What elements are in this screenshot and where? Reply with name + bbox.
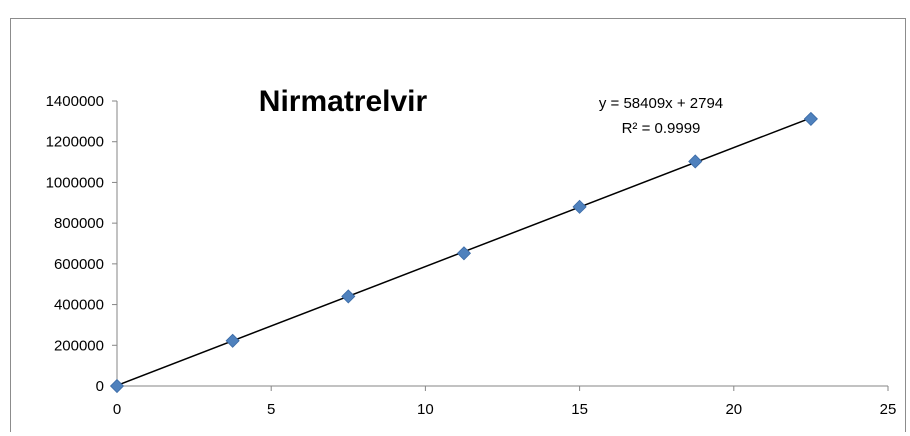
- data-point: [109, 378, 125, 394]
- y-tick-label: 0: [96, 378, 104, 395]
- data-point: [456, 246, 472, 261]
- y-tick-label: 1000000: [46, 174, 104, 191]
- x-tick-label: 15: [571, 401, 588, 418]
- x-tick-label: 0: [113, 401, 121, 418]
- y-tick-label: 400000: [54, 297, 104, 314]
- y-tick-label: 600000: [54, 256, 104, 273]
- x-tick-label: 10: [417, 401, 434, 418]
- data-point: [341, 289, 356, 304]
- x-tick-label: 20: [725, 401, 742, 418]
- y-tick-label: 200000: [54, 337, 104, 354]
- data-point: [572, 199, 587, 214]
- data-point: [803, 111, 818, 126]
- data-point: [688, 154, 703, 169]
- y-tick-label: 800000: [54, 215, 104, 232]
- chart-frame: [10, 18, 906, 432]
- x-tick-label: 5: [267, 401, 275, 418]
- x-tick-label: 25: [880, 401, 897, 418]
- r-squared-label: R² = 0.9999: [622, 120, 701, 137]
- data-point: [225, 333, 240, 348]
- y-tick-label: 1400000: [46, 93, 104, 110]
- y-tick-label: 1200000: [46, 134, 104, 151]
- trendline-equation: y = 58409x + 2794: [599, 95, 723, 112]
- chart-title: Nirmatrelvir: [259, 85, 428, 118]
